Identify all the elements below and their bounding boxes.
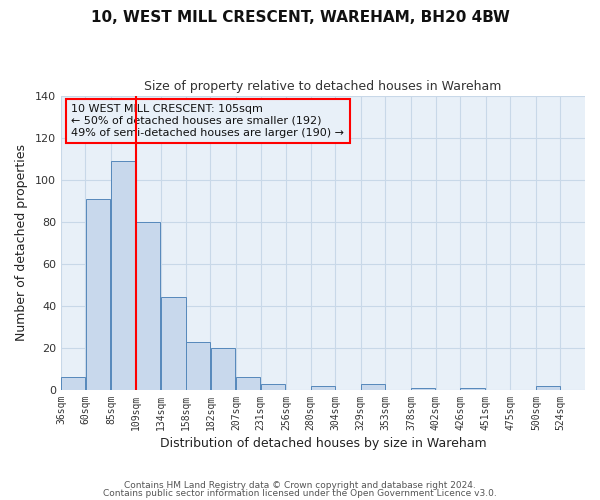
- Bar: [86, 198, 110, 390]
- Title: Size of property relative to detached houses in Wareham: Size of property relative to detached ho…: [144, 80, 502, 93]
- X-axis label: Distribution of detached houses by size in Wareham: Distribution of detached houses by size …: [160, 437, 486, 450]
- Bar: [111, 160, 136, 390]
- Bar: [260, 384, 285, 390]
- Bar: [236, 378, 260, 390]
- Bar: [61, 378, 85, 390]
- Text: Contains HM Land Registry data © Crown copyright and database right 2024.: Contains HM Land Registry data © Crown c…: [124, 481, 476, 490]
- Bar: [311, 386, 335, 390]
- Text: 10 WEST MILL CRESCENT: 105sqm
← 50% of detached houses are smaller (192)
49% of : 10 WEST MILL CRESCENT: 105sqm ← 50% of d…: [71, 104, 344, 138]
- Bar: [536, 386, 560, 390]
- Bar: [361, 384, 385, 390]
- Bar: [211, 348, 235, 390]
- Bar: [460, 388, 485, 390]
- Text: 10, WEST MILL CRESCENT, WAREHAM, BH20 4BW: 10, WEST MILL CRESCENT, WAREHAM, BH20 4B…: [91, 10, 509, 25]
- Y-axis label: Number of detached properties: Number of detached properties: [15, 144, 28, 341]
- Text: Contains public sector information licensed under the Open Government Licence v3: Contains public sector information licen…: [103, 488, 497, 498]
- Bar: [161, 298, 185, 390]
- Bar: [411, 388, 436, 390]
- Bar: [186, 342, 210, 390]
- Bar: [136, 222, 160, 390]
